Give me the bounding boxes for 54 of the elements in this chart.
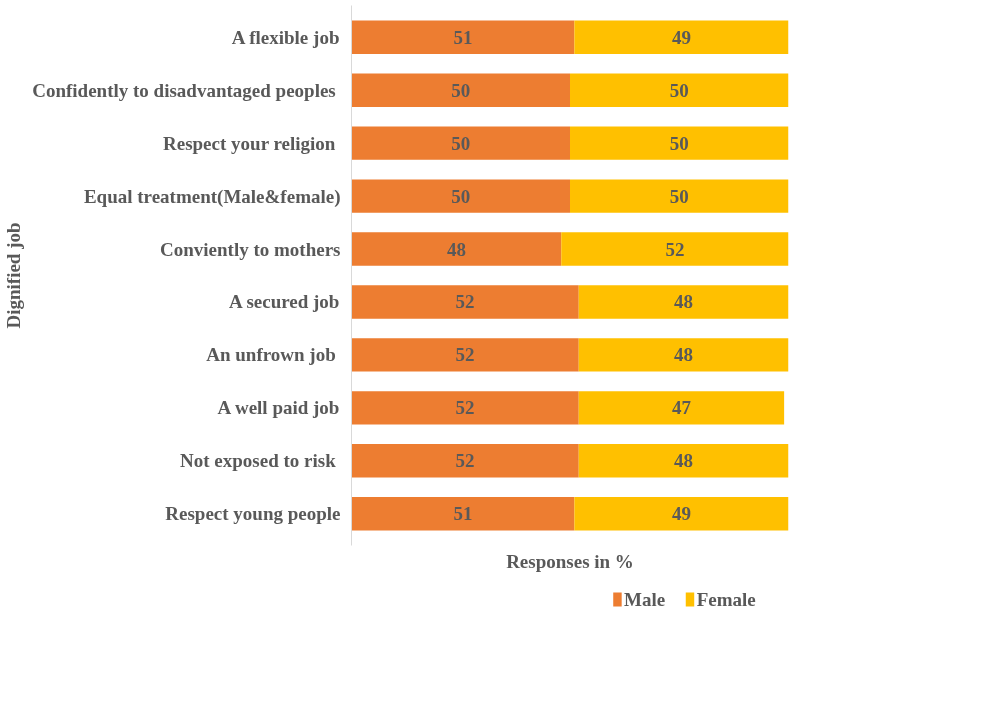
data-label: 52 — [455, 344, 475, 366]
bar — [351, 73, 570, 107]
bar — [351, 285, 579, 319]
data-label: 49 — [671, 26, 691, 48]
x-axis-title: Responses in % — [506, 550, 634, 572]
data-label: 50 — [451, 132, 471, 154]
bar — [578, 444, 789, 478]
legend-label: Male — [624, 589, 666, 610]
bar — [561, 232, 789, 266]
data-label: 50 — [669, 132, 689, 154]
bar — [570, 179, 789, 213]
data-label: 49 — [671, 503, 691, 525]
data-label: 52 — [455, 397, 475, 419]
bar — [570, 126, 789, 160]
data-label: 50 — [451, 185, 471, 207]
data-label: 50 — [669, 79, 689, 101]
y-tick-label: An unfrown job — [206, 344, 336, 366]
data-label: 52 — [455, 291, 475, 313]
bar — [351, 444, 579, 478]
bar — [351, 497, 575, 531]
data-label: 52 — [665, 238, 685, 260]
bar — [578, 391, 785, 425]
y-tick-label: Respect your religion — [163, 132, 336, 154]
bar — [578, 338, 789, 372]
bar — [351, 338, 579, 372]
y-tick-label: A flexible job — [231, 26, 340, 48]
data-label: 51 — [453, 26, 473, 48]
data-label: 51 — [453, 503, 473, 525]
data-label: 47 — [671, 397, 692, 419]
data-label: 48 — [674, 450, 694, 472]
legend-label: Female — [696, 589, 756, 610]
bar — [351, 179, 570, 213]
bar — [351, 391, 579, 425]
bar — [351, 20, 575, 54]
data-label: 48 — [446, 238, 466, 260]
bar — [351, 232, 562, 266]
y-tick-label: Equal treatment(Male&female) — [83, 185, 341, 208]
data-label: 52 — [455, 450, 475, 472]
y-tick-label: A well paid job — [217, 397, 340, 419]
data-label: 50 — [669, 185, 689, 207]
y-tick-label: A secured job — [228, 291, 340, 313]
y-tick-label: Not exposed to risk — [180, 450, 337, 472]
bar — [570, 73, 789, 107]
y-tick-label: Respect young people — [165, 503, 341, 525]
bar — [574, 497, 789, 531]
data-label: 50 — [451, 79, 471, 101]
bar — [578, 285, 789, 319]
bar — [351, 126, 570, 160]
y-axis-title: Dignified job — [3, 222, 25, 329]
bar — [574, 20, 789, 54]
data-label: 48 — [674, 344, 694, 366]
y-tick-label: Confidently to disadvantaged peoples — [32, 79, 336, 101]
data-label: 48 — [674, 291, 694, 313]
y-tick-label: Conviently to mothers — [160, 238, 341, 260]
